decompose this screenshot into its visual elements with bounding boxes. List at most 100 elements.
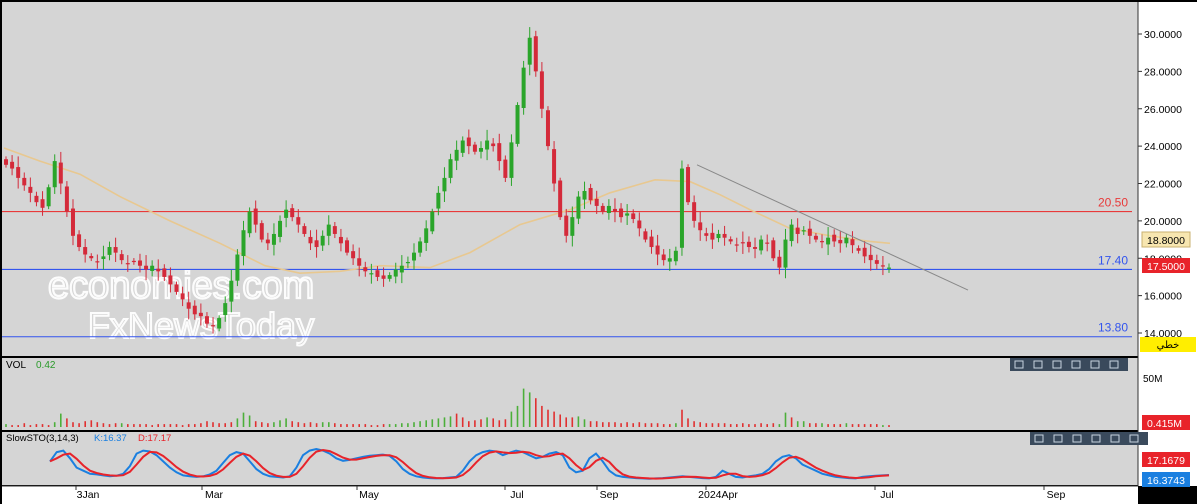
candle[interactable] — [290, 204, 295, 222]
candle[interactable] — [619, 203, 624, 223]
candle[interactable] — [320, 230, 325, 251]
candle[interactable] — [22, 172, 27, 191]
candle[interactable] — [643, 228, 648, 243]
candle[interactable] — [722, 225, 727, 246]
candle[interactable] — [46, 184, 51, 210]
candle[interactable] — [789, 219, 794, 247]
candle[interactable] — [28, 177, 33, 203]
candle[interactable] — [588, 183, 593, 205]
candle[interactable] — [131, 258, 136, 265]
candle[interactable] — [223, 296, 228, 322]
candle[interactable] — [229, 270, 234, 313]
candle[interactable] — [533, 30, 538, 77]
close-icon[interactable] — [1109, 360, 1119, 369]
candle[interactable] — [144, 255, 149, 281]
candle[interactable] — [174, 281, 179, 295]
price-pane[interactable] — [2, 2, 1138, 356]
candle[interactable] — [52, 154, 57, 194]
candle[interactable] — [259, 220, 264, 243]
candle[interactable] — [338, 228, 343, 252]
candle[interactable] — [472, 141, 477, 155]
candle[interactable] — [387, 272, 392, 282]
candle[interactable] — [64, 181, 69, 217]
candle[interactable] — [698, 211, 703, 241]
candle[interactable] — [466, 129, 471, 155]
candle[interactable] — [296, 209, 301, 233]
candle[interactable] — [844, 233, 849, 248]
candle[interactable] — [673, 246, 678, 266]
chart-toggle-icon[interactable] — [1034, 434, 1044, 443]
candle[interactable] — [503, 155, 508, 183]
settings-icon[interactable] — [1110, 434, 1120, 443]
candle[interactable] — [393, 262, 398, 284]
candle[interactable] — [545, 106, 550, 151]
candle[interactable] — [204, 312, 209, 328]
candle[interactable] — [89, 253, 94, 262]
candle[interactable] — [795, 218, 800, 244]
candle[interactable] — [442, 167, 447, 203]
candle[interactable] — [521, 60, 526, 115]
volume-pane[interactable] — [2, 358, 1138, 430]
candle[interactable] — [460, 136, 465, 157]
candle[interactable] — [16, 156, 21, 189]
candle[interactable] — [265, 232, 270, 251]
candle[interactable] — [119, 250, 124, 265]
candle[interactable] — [363, 261, 368, 277]
candle[interactable] — [448, 153, 453, 184]
chart-toggle-icon[interactable] — [1014, 360, 1024, 369]
candle[interactable] — [418, 237, 423, 257]
candle[interactable] — [813, 233, 818, 243]
candle[interactable] — [740, 231, 745, 254]
candle[interactable] — [765, 234, 770, 252]
candle[interactable] — [308, 230, 313, 251]
settings-icon[interactable] — [1090, 360, 1100, 369]
candle[interactable] — [716, 229, 721, 243]
candle[interactable] — [497, 133, 502, 171]
candle[interactable] — [180, 286, 185, 307]
candle[interactable] — [284, 200, 289, 228]
candle[interactable] — [168, 267, 173, 293]
candle[interactable] — [868, 244, 873, 271]
candle[interactable] — [710, 223, 715, 249]
candle[interactable] — [649, 229, 654, 254]
candle[interactable] — [10, 155, 15, 176]
candle[interactable] — [679, 160, 684, 256]
candle[interactable] — [332, 221, 337, 239]
candle[interactable] — [351, 244, 356, 265]
candle[interactable] — [612, 198, 617, 223]
arrow-up-icon[interactable] — [1052, 360, 1062, 369]
candle[interactable] — [436, 186, 441, 216]
candle[interactable] — [771, 237, 776, 262]
arrow-down-icon[interactable] — [1091, 434, 1101, 443]
candle[interactable] — [582, 181, 587, 209]
candle[interactable] — [247, 207, 252, 238]
candle[interactable] — [850, 231, 855, 254]
candle[interactable] — [777, 250, 782, 275]
candle[interactable] — [539, 62, 544, 119]
candle[interactable] — [704, 227, 709, 242]
candle[interactable] — [192, 300, 197, 320]
candle[interactable] — [302, 223, 307, 237]
candle[interactable] — [631, 209, 636, 224]
candle[interactable] — [77, 230, 82, 252]
candle[interactable] — [807, 220, 812, 244]
candle[interactable] — [753, 237, 758, 259]
candle[interactable] — [856, 245, 861, 254]
candle[interactable] — [485, 129, 490, 161]
candle[interactable] — [509, 134, 514, 186]
drawing-mode-tag[interactable] — [1140, 337, 1196, 352]
candle[interactable] — [235, 249, 240, 287]
candle[interactable] — [58, 151, 63, 195]
candle[interactable] — [357, 247, 362, 277]
candle[interactable] — [734, 237, 739, 252]
candle[interactable] — [107, 241, 112, 261]
trendline[interactable] — [696, 164, 969, 291]
candle[interactable] — [862, 241, 867, 264]
candle[interactable] — [314, 229, 319, 258]
candle[interactable] — [667, 248, 672, 271]
candle[interactable] — [156, 259, 161, 281]
candle[interactable] — [345, 237, 350, 256]
candle[interactable] — [527, 27, 532, 76]
candle[interactable] — [655, 234, 660, 266]
candle[interactable] — [278, 215, 283, 243]
